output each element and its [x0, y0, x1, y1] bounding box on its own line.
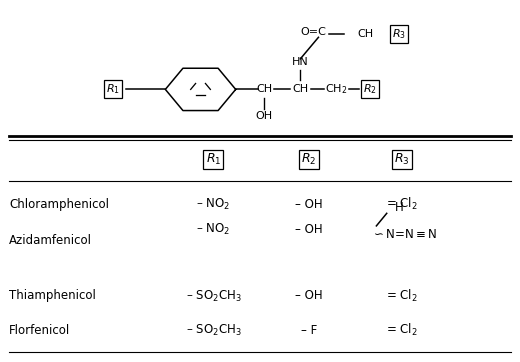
Text: Chloramphenicol: Chloramphenicol [9, 198, 109, 211]
Text: – OH: – OH [295, 290, 323, 303]
Text: O=C: O=C [301, 27, 326, 37]
Text: $R_3$: $R_3$ [395, 152, 410, 167]
Text: OH: OH [255, 111, 272, 121]
Text: Azidamfenicol: Azidamfenicol [9, 234, 92, 247]
Text: – NO$_2$: – NO$_2$ [197, 197, 230, 212]
Text: – SO$_2$CH$_3$: – SO$_2$CH$_3$ [186, 323, 241, 338]
Text: CH$_2$: CH$_2$ [326, 83, 348, 96]
Text: HN: HN [292, 58, 309, 67]
Text: $R_2$: $R_2$ [363, 83, 377, 96]
Text: $R_1$: $R_1$ [206, 152, 221, 167]
Text: – SO$_2$CH$_3$: – SO$_2$CH$_3$ [186, 289, 241, 303]
Text: $\mathsf{\backsim}$N=N$\equiv$N: $\mathsf{\backsim}$N=N$\equiv$N [371, 228, 437, 241]
Text: Thiamphenicol: Thiamphenicol [9, 290, 96, 303]
Text: CH: CH [292, 84, 308, 94]
Text: Florfenicol: Florfenicol [9, 324, 70, 337]
Text: – OH: – OH [295, 198, 323, 211]
Text: CH: CH [256, 84, 272, 94]
Text: $R_2$: $R_2$ [302, 152, 317, 167]
Text: = Cl$_2$: = Cl$_2$ [386, 322, 418, 338]
Text: CH: CH [357, 29, 373, 39]
Text: = Cl$_2$: = Cl$_2$ [386, 288, 418, 304]
Text: – NO$_2$: – NO$_2$ [197, 222, 230, 237]
Text: = Cl$_2$: = Cl$_2$ [386, 196, 418, 212]
Text: – OH: – OH [295, 223, 323, 236]
Text: H: H [395, 201, 403, 214]
Text: – F: – F [301, 324, 317, 337]
Text: $R_1$: $R_1$ [106, 83, 120, 96]
Text: $R_3$: $R_3$ [392, 27, 406, 41]
